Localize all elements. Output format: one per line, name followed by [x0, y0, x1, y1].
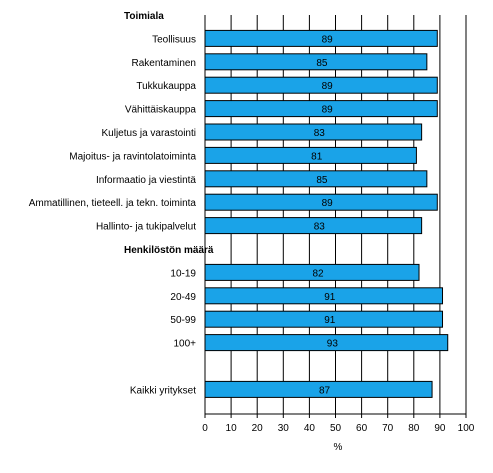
category-label: Hallinto- ja tukipalvelut	[96, 222, 196, 233]
bar	[204, 287, 444, 305]
bar-value-label: 81	[311, 151, 323, 162]
category-labels: Toimiala Teollisuus Rakentaminen Tukkukaupp…	[29, 11, 214, 396]
bar	[204, 29, 438, 47]
category-label: Kaikki yritykset	[130, 385, 196, 396]
bar-value-label: 85	[316, 58, 328, 69]
bar-value-label: 89	[322, 34, 334, 45]
tick-label: 90	[434, 423, 446, 434]
bar	[204, 193, 438, 211]
bar	[204, 380, 433, 398]
category-label: Tukkukauppa	[136, 81, 196, 92]
category-label: Teollisuus	[152, 34, 196, 45]
bar	[204, 310, 444, 328]
bar-value-label: 83	[314, 128, 326, 139]
bar	[204, 100, 438, 118]
category-label: Kuljetus ja varastointi	[102, 128, 197, 139]
category-label: 50-99	[170, 315, 196, 326]
category-label: 20-49	[170, 292, 196, 303]
gridlines	[204, 15, 467, 415]
x-axis-ticks: 0 10 20 30 40 50 60 70 80 90 100	[202, 414, 475, 434]
category-label: Informaatio ja viestintä	[96, 175, 196, 186]
bar-value-label: 87	[319, 385, 331, 396]
tick-label: 60	[356, 423, 368, 434]
bar-value-label: 89	[322, 81, 334, 92]
category-label: Rakentaminen	[132, 58, 196, 69]
tick-label: 0	[202, 423, 208, 434]
bar-value-label: 93	[327, 339, 339, 350]
bar-value-label: 85	[316, 175, 328, 186]
tick-label: 30	[278, 423, 290, 434]
tick-label: 70	[382, 423, 394, 434]
category-label: Vähittäiskauppa	[125, 105, 197, 116]
bar	[204, 263, 420, 281]
group-label: Henkilöstön määrä	[124, 245, 214, 256]
bar-value-label: 91	[324, 292, 336, 303]
tick-label: 100	[458, 423, 475, 434]
category-label: Majoitus- ja ravintolatoiminta	[69, 151, 196, 162]
tick-label: 20	[252, 423, 264, 434]
group-label: Toimiala	[124, 11, 164, 22]
bar	[204, 123, 423, 141]
category-label: 100+	[173, 339, 196, 350]
bar	[204, 334, 449, 352]
tick-label: 80	[408, 423, 420, 434]
bar-value-label: 89	[322, 105, 334, 116]
category-label: 10-19	[170, 268, 196, 279]
tick-label: 40	[304, 423, 316, 434]
bar	[204, 146, 417, 164]
bar-value-label: 91	[324, 315, 336, 326]
tick-label: 50	[330, 423, 342, 434]
bars: 89 85 89 89 83 81 85 89 83 82 91 91 93 87	[204, 29, 449, 398]
bar	[204, 170, 428, 188]
bar	[204, 217, 423, 235]
bar-value-label: 82	[312, 268, 324, 279]
x-axis-label: %	[334, 442, 343, 453]
category-label: Ammatillinen, tieteell. ja tekn. toimint…	[29, 198, 197, 209]
bar	[204, 53, 428, 71]
bar-value-label: 89	[322, 198, 334, 209]
bar	[204, 76, 438, 94]
tick-label: 10	[226, 423, 238, 434]
bar-value-label: 83	[314, 222, 326, 233]
